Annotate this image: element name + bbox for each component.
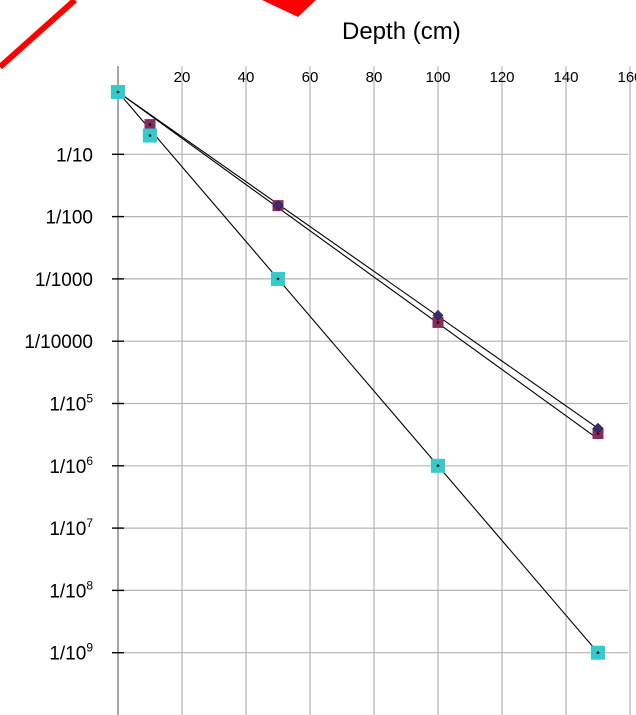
y-tick-label: 1/106: [49, 454, 93, 478]
y-tick-label: 1/107: [49, 516, 93, 540]
red-arrow-head: [262, 0, 316, 17]
y-tick-label: 1/10: [56, 145, 93, 166]
data-point-diamond: [592, 422, 604, 434]
x-tick-label: 100: [425, 69, 450, 86]
fit-line: [117, 91, 599, 654]
grid: [112, 66, 631, 715]
y-tick-label: 1/109: [49, 641, 93, 665]
data-point-center: [276, 277, 280, 281]
data-point-diamond: [272, 200, 284, 212]
y-tick-labels: 1/10 1/100 1/1000 1/10000 1/105 1/106 1/107 1/1…: [24, 145, 93, 664]
fit-line: [117, 91, 599, 440]
x-tick-label: 160: [617, 69, 636, 86]
y-tick-label: 1/108: [49, 578, 93, 602]
data-point-center: [436, 464, 440, 468]
y-tick-label: 1/1000: [35, 270, 93, 291]
x-tick-label: 60: [302, 69, 319, 86]
x-tick-label: 80: [366, 69, 383, 86]
y-tick-label: 1/100: [45, 208, 93, 229]
x-axis-title: Depth (cm): [342, 18, 461, 45]
x-tick-label: 20: [174, 69, 191, 86]
data-point-center: [148, 134, 152, 137]
x-tick-label: 40: [238, 69, 255, 86]
y-tick-label: 1/10000: [24, 332, 93, 353]
red-arrow-left: [0, 0, 77, 70]
data-point-center: [596, 651, 600, 654]
x-tick-labels: 20 40 60 80 100 120 140 160: [174, 69, 636, 86]
x-tick-label: 120: [489, 69, 514, 86]
data-markers: [111, 85, 605, 660]
fit-line: [117, 91, 599, 429]
data-point-diamond: [432, 309, 444, 321]
data-point-center: [148, 123, 152, 126]
y-tick-label: 1/105: [49, 392, 93, 416]
x-tick-label: 140: [553, 69, 578, 86]
series-lines: [117, 91, 599, 654]
data-point-center: [116, 90, 120, 94]
arrow-decoration: [0, 0, 316, 70]
data-point-center: [436, 321, 440, 324]
